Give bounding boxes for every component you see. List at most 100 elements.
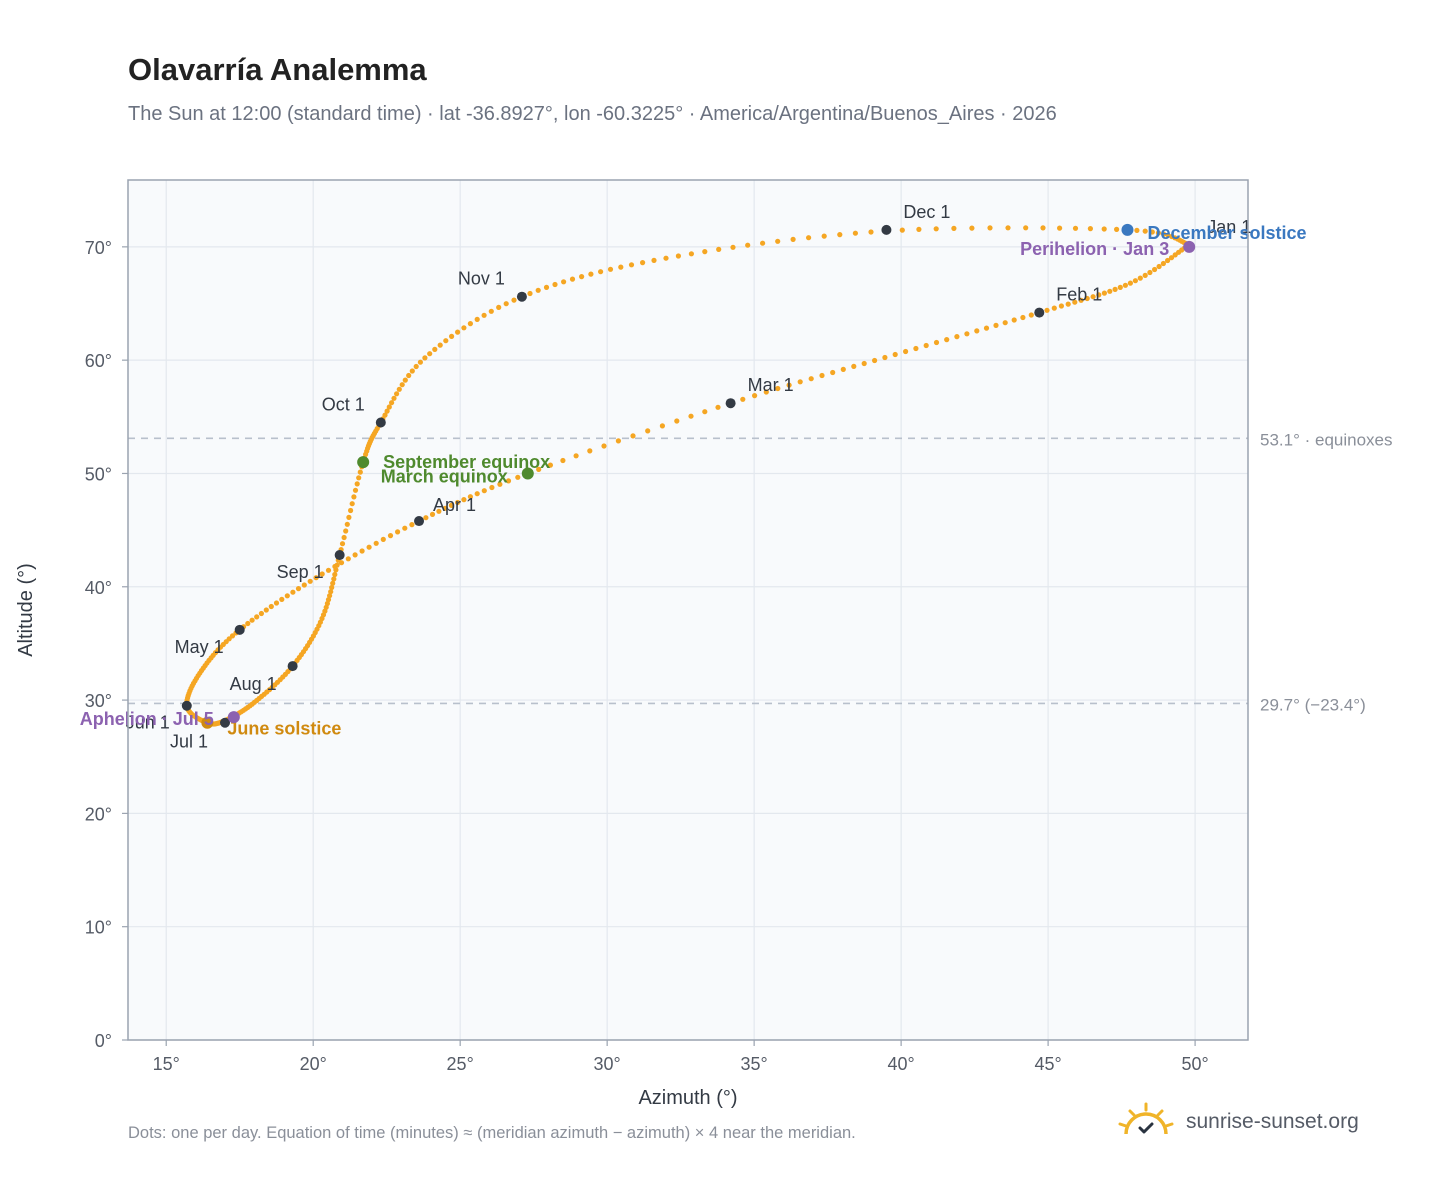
y-axis-label: Altitude (°) [15,563,37,657]
analemma-day-dot [615,438,622,444]
analemma-day-dot [1160,260,1166,267]
month-marker-label: Apr 1 [433,495,476,515]
analemma-day-dot [290,589,296,595]
analemma-day-dot [763,389,769,395]
month-marker-dot [375,417,386,428]
analemma-day-dot [423,515,429,521]
event-marker-dot [227,711,240,724]
analemma-day-dot [645,428,651,434]
analemma-day-dot [436,508,442,514]
month-marker-dot [287,661,298,672]
y-tick-label: 10° [85,918,112,938]
x-axis-label: Azimuth (°) [638,1087,737,1109]
event-marker-dot [1121,223,1134,236]
month-marker-dot [234,624,245,635]
analemma-day-dot [944,337,950,343]
sunrise-logo-icon [1118,1102,1174,1135]
analemma-day-dot [313,575,319,581]
analemma-day-dot [1161,231,1167,237]
analemma-day-dot [882,354,888,361]
month-marker-dot [414,516,425,527]
analemma-day-dot [1172,252,1178,258]
analemma-day-dot [1156,263,1162,270]
analemma-day-dot [268,603,274,610]
y-tick-label: 50° [85,464,112,484]
brand[interactable]: sunrise-sunset.org [1118,1100,1359,1144]
analemma-day-dot [474,316,480,322]
analemma-day-dot [409,522,415,528]
analemma-day-dot [515,474,521,480]
analemma-day-dot [969,225,975,231]
analemma-day-dot [279,596,285,603]
analemma-day-dot [573,453,579,459]
analemma-day-dot [386,404,392,410]
analemma-day-dot [630,433,636,439]
analemma-day-dot [467,321,473,327]
analemma-day-dot [1090,294,1096,300]
analemma-day-dot [354,481,360,487]
analemma-day-dot [331,576,337,582]
month-marker-dot [334,550,345,561]
analemma-day-dot [258,610,264,617]
analemma-day-dot [455,499,461,506]
analemma-day-dot [341,534,347,541]
analemma-day-dot [402,525,408,531]
analemma-day-dot [352,487,359,493]
plot-border [127,179,1249,1041]
analemma-day-dot [760,240,766,246]
analemma-day-dot [797,379,803,385]
x-tick-label: 50° [1181,1054,1208,1074]
analemma-day-dot [675,253,682,259]
analemma-day-dot [346,514,352,521]
analemma-day-dot [1096,292,1102,298]
brand-text[interactable]: sunrise-sunset.org [1186,1110,1359,1133]
analemma-day-dot [659,423,666,429]
analemma-day-dot [1168,255,1175,261]
analemma-day-dot [448,502,454,508]
analemma-day-dot [830,369,836,376]
analemma-day-dot [344,521,350,527]
analemma-day-dot [497,481,503,487]
analemma-day-dot [601,443,607,449]
analemma-day-dot [1152,266,1158,273]
analemma-day-dot [954,334,960,340]
analemma-day-dot [1040,225,1046,231]
analemma-day-dot [786,382,792,388]
x-tick-label: 35° [741,1054,768,1074]
plot-area [128,180,1248,1040]
analemma-day-dot [674,418,680,424]
analemma-day-dot [467,494,473,500]
analemma-day-dot [852,230,859,236]
analemma-day-dot [1084,295,1090,302]
analemma-day-dot [413,363,419,370]
analemma-day-dot [422,355,428,361]
analemma-day-dot [536,466,542,472]
analemma-day-dot [432,346,438,352]
analemma-day-dot [1020,314,1026,321]
y-axis-ticks: 0° 10° 20° 30° 40° 50° 60° 70° [85,238,128,1051]
analemma-day-dot [1101,226,1107,232]
analemma-day-dot [964,331,970,337]
analemma-day-dot [332,571,338,578]
analemma-day-dot [352,552,358,558]
analemma-day-dot [284,593,290,599]
analemma-day-dot [481,488,487,494]
y-tick-label: 70° [85,238,112,258]
analemma-day-dot [429,511,436,517]
analemma-day-dot [356,475,362,481]
analemma-day-dot [933,226,939,232]
analemma-day-dot [561,279,567,285]
month-marker-dot [725,398,736,409]
analemma-day-dot [442,505,448,511]
reference-line-label: 29.7° (−23.4°) [1260,695,1366,714]
analemma-day-dot [552,281,558,288]
analemma-day-dot [840,366,846,372]
analemma-day-dot [1101,290,1107,296]
analemma-day-dot [325,567,332,573]
analemma-day-dot [406,372,412,379]
analemma-day-dot [1023,225,1029,231]
analemma-day-dot [1087,226,1093,232]
footnote: Dots: one per day. Equation of time (min… [128,1124,856,1142]
